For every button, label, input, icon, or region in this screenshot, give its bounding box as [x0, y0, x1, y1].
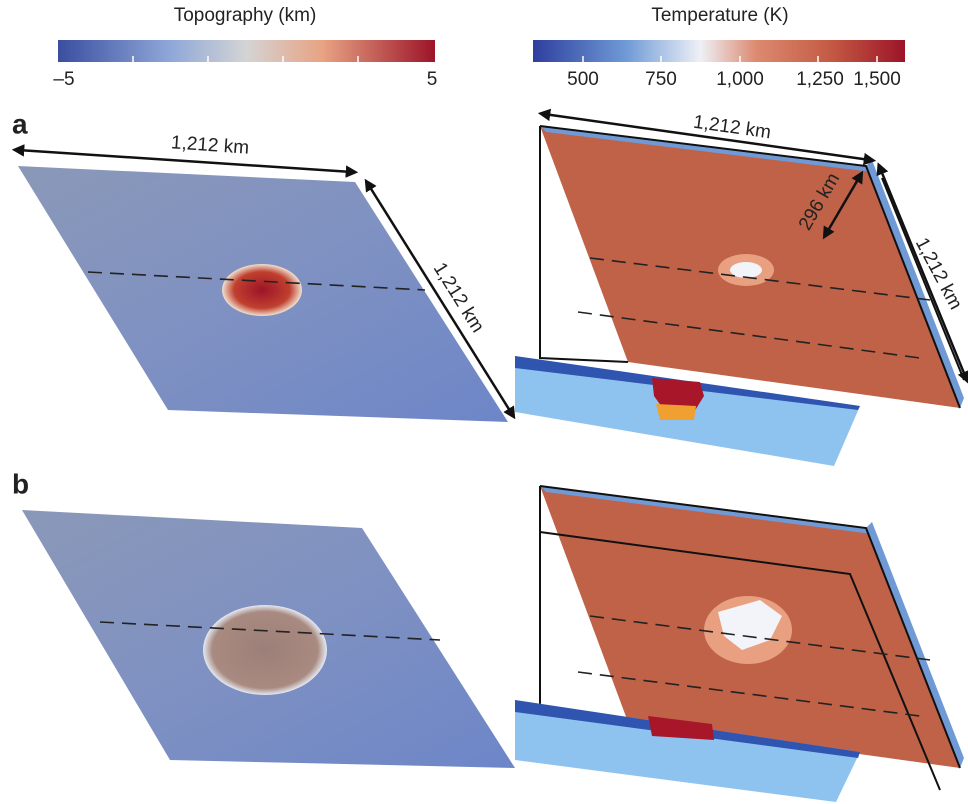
colorbar — [58, 40, 435, 62]
colorbar-tick-label: 750 — [645, 69, 677, 90]
colorbar-tick-label: 5 — [427, 69, 438, 90]
colorbar-tick-label: 1,500 — [853, 69, 901, 90]
topography-feature — [203, 605, 327, 695]
panel-label: a — [12, 108, 28, 139]
shape — [656, 404, 696, 420]
dimension-label: 1,212 km — [170, 132, 249, 158]
colorbar — [533, 40, 905, 62]
colorbar-title: Topography (km) — [174, 5, 317, 26]
colorbar-tick-label: –5 — [53, 69, 74, 90]
panel-label: b — [12, 468, 29, 499]
colorbar-tick-label: 1,250 — [796, 69, 844, 90]
dimension-label: 1,212 km — [692, 112, 772, 144]
topography-feature — [222, 264, 302, 316]
colorbar-tick-label: 1,000 — [716, 69, 764, 90]
figure: Topography (km) –5 5 Temperature (K) 500… — [0, 0, 968, 804]
colorbar-title: Temperature (K) — [651, 5, 788, 26]
colorbar-tick-label: 500 — [567, 69, 599, 90]
